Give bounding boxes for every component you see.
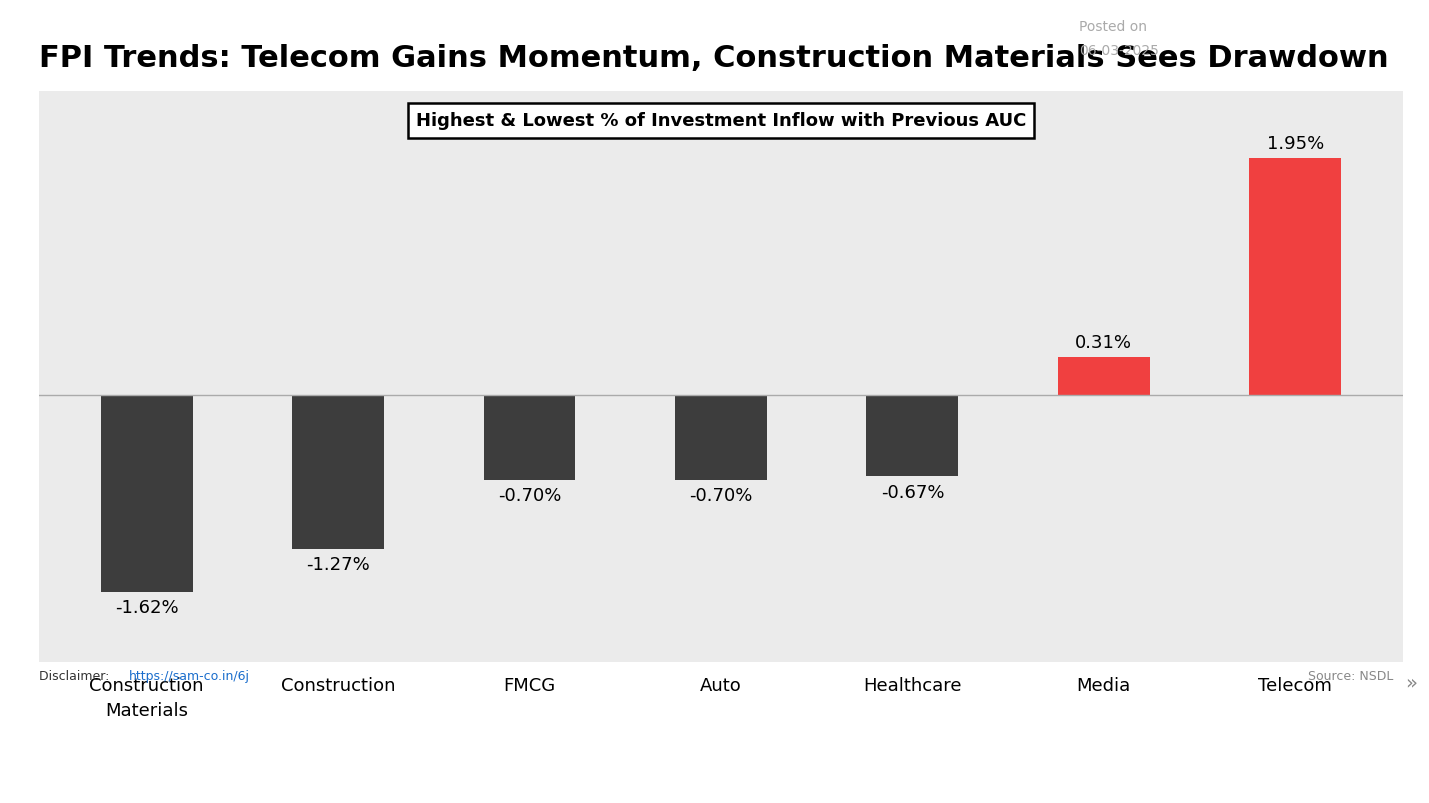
- Text: Highest & Lowest % of Investment Inflow with Previous AUC: Highest & Lowest % of Investment Inflow …: [416, 112, 1026, 130]
- Text: Posted on: Posted on: [1079, 20, 1147, 34]
- Text: Source: NSDL: Source: NSDL: [1308, 669, 1393, 682]
- Text: -1.27%: -1.27%: [306, 556, 370, 573]
- Text: 0.31%: 0.31%: [1076, 334, 1132, 352]
- Text: ✓: ✓: [1220, 735, 1243, 763]
- Text: -0.70%: -0.70%: [689, 487, 753, 504]
- Text: -0.70%: -0.70%: [497, 487, 562, 504]
- Text: SAMCO: SAMCO: [1265, 734, 1389, 764]
- Text: FPI Trends: Telecom Gains Momentum, Construction Materials Sees Drawdown: FPI Trends: Telecom Gains Momentum, Cons…: [39, 44, 1388, 73]
- Bar: [674, 396, 767, 480]
- Bar: [292, 396, 384, 550]
- Text: #SAMSHOTS: #SAMSHOTS: [36, 734, 249, 764]
- Text: -1.62%: -1.62%: [114, 598, 179, 616]
- Text: Disclaimer:: Disclaimer:: [39, 669, 113, 682]
- Text: 06-03-2025: 06-03-2025: [1079, 44, 1159, 58]
- Text: https://sam-co.in/6j: https://sam-co.in/6j: [129, 669, 250, 682]
- Bar: [1249, 159, 1342, 396]
- Bar: [100, 396, 193, 592]
- Text: -0.67%: -0.67%: [880, 483, 945, 501]
- Bar: [866, 396, 959, 477]
- Bar: [483, 396, 576, 480]
- Text: »: »: [1405, 673, 1416, 692]
- Text: 1.95%: 1.95%: [1266, 135, 1323, 153]
- Bar: [1057, 358, 1150, 396]
